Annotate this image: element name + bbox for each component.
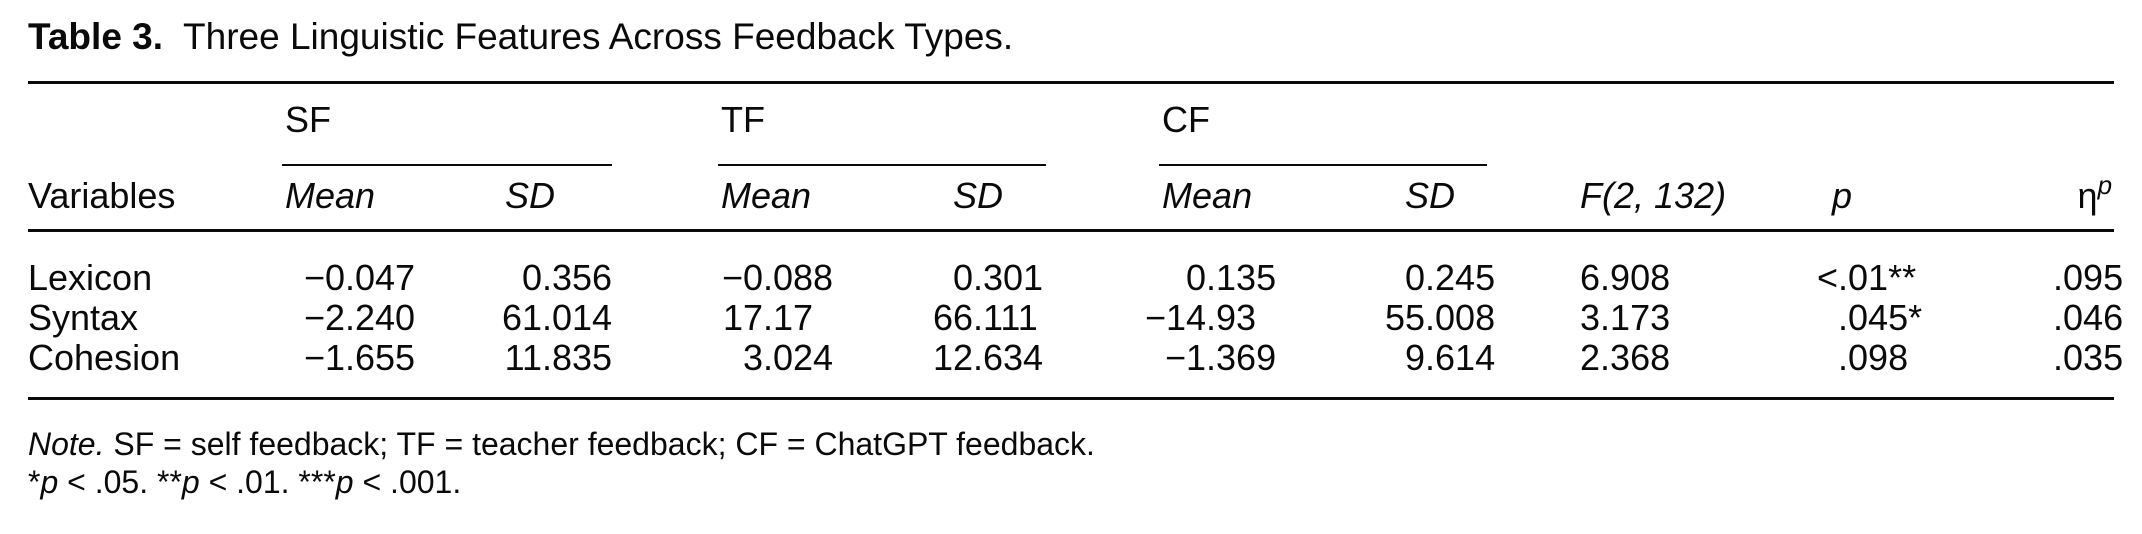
cell-cf-mean: −1.369 bbox=[1164, 337, 1277, 378]
cell-sf-mean: −2.240 bbox=[303, 297, 416, 338]
cell-tf-mean: 3.024 bbox=[742, 337, 834, 378]
cell-sf-mean: −1.655 bbox=[303, 337, 416, 378]
col-header-f: F(2, 132) bbox=[1487, 82, 1807, 232]
cell-cf-sd: 9.614 bbox=[1405, 337, 1496, 378]
row-label: Syntax bbox=[28, 297, 139, 338]
col-header-tf-sd: SD bbox=[886, 166, 1047, 232]
cell-cf-sd: 55.008 bbox=[1384, 297, 1496, 338]
cell-sf-sd: 0.356 bbox=[521, 257, 613, 298]
sig-p: p bbox=[181, 464, 200, 500]
cell-eta: .035 bbox=[2053, 337, 2124, 378]
row-label: Cohesion bbox=[28, 337, 181, 378]
cell-eta: .095 bbox=[2053, 257, 2124, 298]
cell-tf-sd: 66.111 bbox=[932, 297, 1038, 338]
col-header-sf-sd: SD bbox=[450, 166, 613, 232]
col-header-cf-sd: SD bbox=[1330, 166, 1488, 232]
note-label: Note. bbox=[28, 426, 105, 462]
group-header-cf: CF bbox=[1046, 83, 1488, 166]
stats-table: Variables SF TF CF F(2, 132) p ηp Mean S… bbox=[28, 81, 2124, 400]
table-title: Table 3. Three Linguistic Features Across… bbox=[28, 14, 2114, 60]
col-header-sf-mean: Mean bbox=[282, 166, 450, 232]
cell-tf-sd: 12.634 bbox=[932, 337, 1044, 378]
group-header-row: Variables SF TF CF F(2, 132) p ηp bbox=[28, 82, 2115, 232]
note-text: SF = self feedback; TF = teacher feedbac… bbox=[104, 426, 1095, 462]
cell-sf-mean: −0.047 bbox=[303, 257, 416, 298]
group-label-cf: CF bbox=[1162, 99, 1211, 140]
sig-threshold: < .01. bbox=[199, 464, 299, 500]
cell-sf-sd: 11.835 bbox=[504, 337, 613, 378]
cell-eta: .046 bbox=[2053, 297, 2124, 338]
sig-p: p bbox=[40, 464, 59, 500]
eta-superscript: p bbox=[2097, 170, 2113, 200]
group-header-tf: TF bbox=[612, 83, 1047, 166]
table-note: Note. SF = self feedback; TF = teacher f… bbox=[28, 425, 2114, 463]
cell-f: 2.368 bbox=[1580, 337, 1671, 378]
col-header-variables: Variables bbox=[28, 82, 282, 232]
sig-stars: *** bbox=[298, 464, 336, 500]
col-header-eta: ηp bbox=[1950, 82, 2115, 232]
cell-cf-mean: 0.135 bbox=[1186, 257, 1277, 298]
group-label-sf: SF bbox=[285, 99, 332, 140]
sig-stars: ** bbox=[156, 464, 182, 500]
col-header-p: p bbox=[1806, 82, 1951, 232]
table-row-cohesion: Cohesion −1.655 11.835 3.024 12.634 −1.3… bbox=[28, 337, 2124, 399]
cell-tf-mean: −0.088 bbox=[721, 257, 834, 298]
cell-sf-sd: 61.014 bbox=[501, 297, 613, 338]
cell-cf-mean: −14.93 bbox=[1144, 297, 1257, 338]
row-label: Lexicon bbox=[28, 257, 153, 298]
cell-tf-sd: 0.301 bbox=[952, 257, 1044, 298]
table-row-syntax: Syntax −2.240 61.014 17.17 66.111 −14.93… bbox=[28, 297, 2124, 338]
group-label-tf: TF bbox=[721, 99, 765, 140]
cell-cf-sd: 0.245 bbox=[1405, 257, 1496, 298]
eta-symbol: η bbox=[2077, 175, 2098, 216]
sub-header-row: Mean SD Mean SD Mean SD bbox=[28, 166, 2114, 232]
significance-note: *p < .05. **p < .01. ***p < .001. bbox=[28, 463, 2114, 501]
sf-spanner: SF bbox=[282, 84, 613, 166]
cell-p: < .01** bbox=[1817, 257, 1917, 298]
table-row-lexicon: Lexicon −0.047 0.356 −0.088 0.301 0.135 … bbox=[28, 231, 2124, 299]
cell-f: 6.908 bbox=[1580, 257, 1671, 298]
table-caption: Three Linguistic Features Across Feedbac… bbox=[183, 16, 1014, 57]
cell-p: .098 bbox=[1838, 337, 1909, 378]
cf-spanner: CF bbox=[1159, 84, 1488, 166]
sig-threshold: < .001. bbox=[353, 464, 462, 500]
col-header-cf-mean: Mean bbox=[1046, 166, 1331, 232]
cell-f: 3.173 bbox=[1580, 297, 1671, 338]
tf-spanner: TF bbox=[718, 84, 1047, 166]
cell-p: .045* bbox=[1838, 297, 1923, 338]
group-header-sf: SF bbox=[282, 83, 613, 166]
table-number: Table 3. bbox=[28, 16, 164, 57]
table-footnote: Note. SF = self feedback; TF = teacher f… bbox=[28, 425, 2114, 501]
sig-threshold: < .05. bbox=[58, 464, 157, 500]
col-header-tf-mean: Mean bbox=[612, 166, 887, 232]
sig-p: p bbox=[335, 464, 354, 500]
sig-stars: * bbox=[28, 464, 41, 500]
cell-tf-mean: 17.17 bbox=[722, 297, 814, 338]
